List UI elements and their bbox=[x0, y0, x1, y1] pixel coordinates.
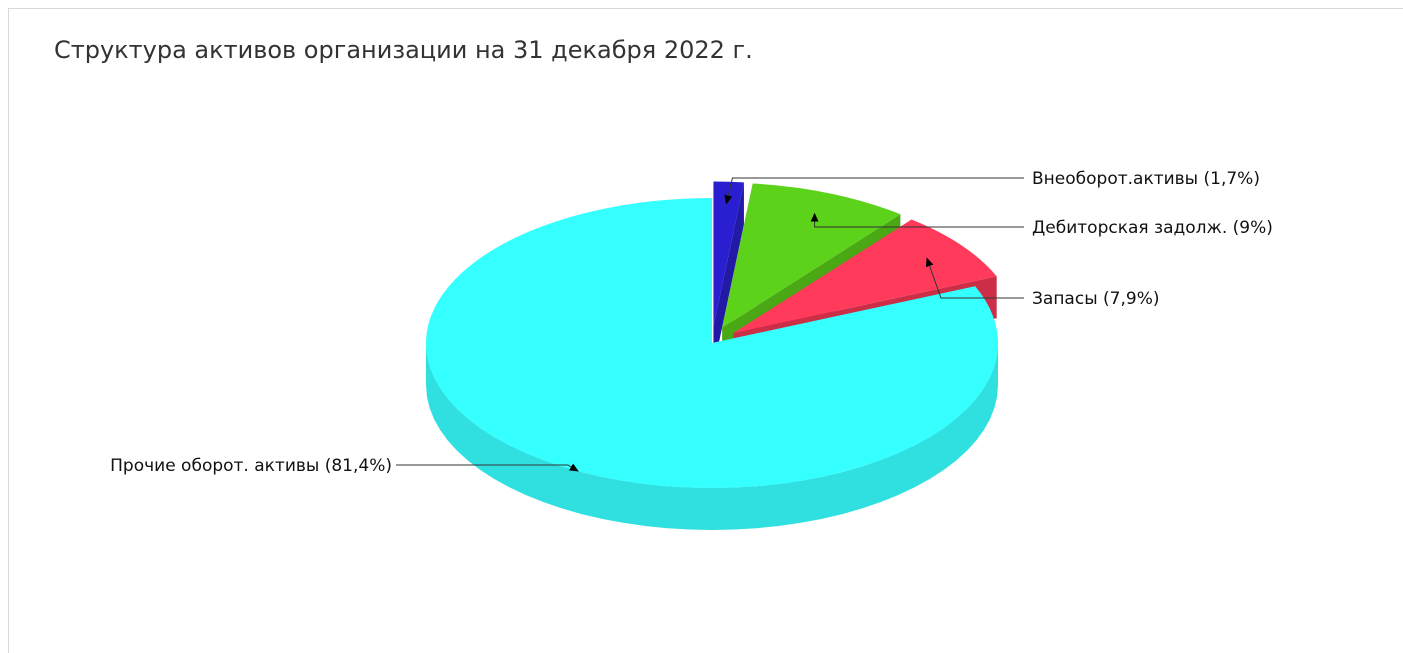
slice-label-0: Внеоборот.активы (1,7%) bbox=[1032, 169, 1260, 189]
leader-line-2 bbox=[925, 257, 1024, 299]
leader-line-1 bbox=[810, 212, 1024, 228]
pie-slice-3 bbox=[426, 198, 999, 488]
pie-labels: Внеоборот.активы (1,7%) Дебиторская задол… bbox=[110, 169, 1273, 476]
pie-slice-0 bbox=[713, 181, 744, 327]
pie-wall-0-1 bbox=[713, 182, 744, 369]
pie-tops bbox=[426, 181, 999, 488]
leader-line-3 bbox=[396, 463, 579, 472]
slice-label-1: Дебиторская задолж. (9%) bbox=[1032, 218, 1273, 238]
leader-line-0 bbox=[724, 177, 1024, 205]
slice-label-2: Запасы (7,9%) bbox=[1032, 289, 1159, 309]
pie-slice-2 bbox=[733, 219, 997, 334]
chart-title: Структура активов организации на 31 дека… bbox=[54, 36, 753, 64]
pie-rim-3-0 bbox=[426, 343, 998, 530]
pie-slice-1 bbox=[722, 183, 901, 328]
slice-label-3: Прочие оборот. активы (81,4%) bbox=[110, 456, 392, 476]
